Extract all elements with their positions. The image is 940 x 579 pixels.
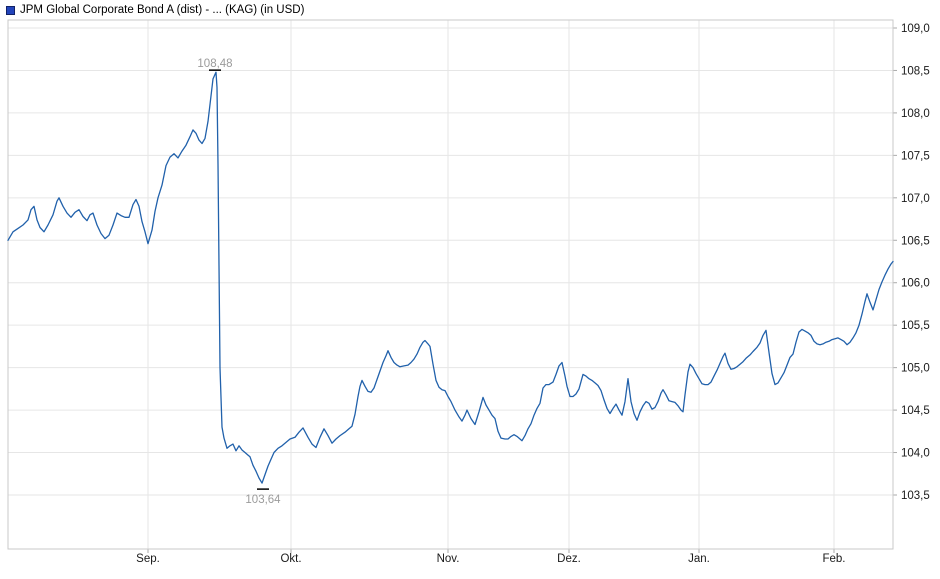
y-axis-label: 107,5 <box>901 150 930 162</box>
chart-title: JPM Global Corporate Bond A (dist) - ...… <box>20 4 305 16</box>
y-axis-label: 108,0 <box>901 108 930 120</box>
x-axis-label: Jan. <box>688 553 710 565</box>
x-axis-label: Sep. <box>136 553 160 565</box>
y-axis-label: 105,0 <box>901 363 930 375</box>
x-axis-label: Feb. <box>822 553 845 565</box>
y-axis-label: 108,5 <box>901 65 930 77</box>
y-axis-label: 105,5 <box>901 320 930 332</box>
y-axis-label: 106,5 <box>901 235 930 247</box>
y-axis-label: 109,0 <box>901 23 930 35</box>
x-axis-label: Dez. <box>557 553 581 565</box>
x-axis-label: Nov. <box>437 553 460 565</box>
annotation-label: 108,48 <box>197 58 232 70</box>
plot-frame <box>7 19 894 550</box>
x-axis-label: Okt. <box>280 553 301 565</box>
annotation-label: 103,64 <box>245 494 281 506</box>
y-axis-label: 104,0 <box>901 448 930 460</box>
y-axis-label: 106,0 <box>901 278 930 290</box>
legend: JPM Global Corporate Bond A (dist) - ...… <box>6 4 304 16</box>
y-axis-label: 107,0 <box>901 193 930 205</box>
y-axis-label: 103,5 <box>901 490 930 502</box>
price-line <box>7 71 894 484</box>
series-swatch-icon <box>6 5 15 15</box>
y-axis-label: 104,5 <box>901 405 930 417</box>
